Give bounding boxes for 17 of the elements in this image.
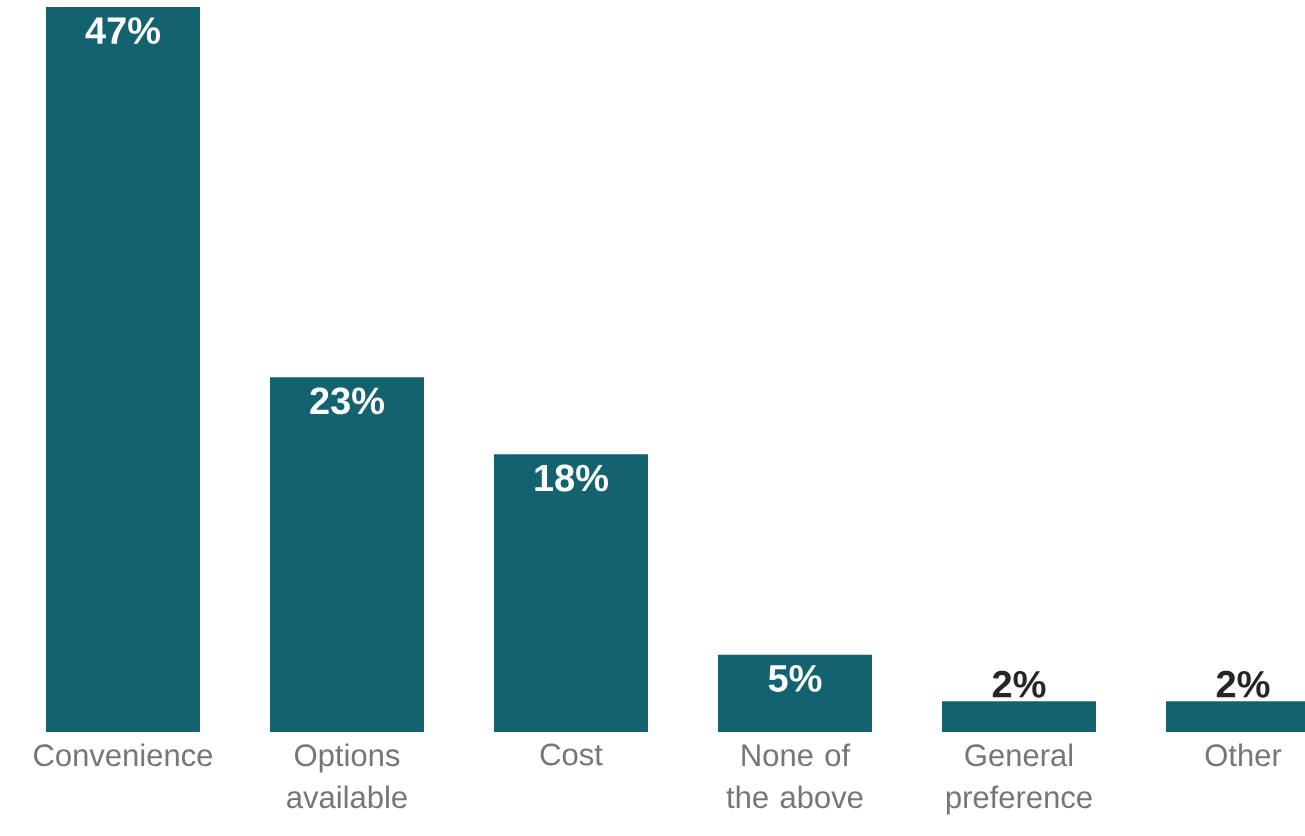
x-tick-label: Options available <box>287 743 407 809</box>
x-tick-label: General preference <box>946 743 1092 815</box>
bar <box>269 377 424 732</box>
data-label: 2% <box>1216 670 1270 698</box>
bar <box>45 7 200 732</box>
data-label: 23% <box>310 387 384 415</box>
data-label: 47% <box>85 17 160 44</box>
x-tick-label: None of the above <box>726 743 863 809</box>
bar <box>493 454 648 732</box>
data-label: 18% <box>535 464 608 492</box>
bar <box>717 654 872 732</box>
x-tick-label: Other <box>1205 743 1282 767</box>
bar <box>941 701 1096 732</box>
x-tick-label: Cost <box>540 743 603 766</box>
data-label: 2% <box>992 670 1046 698</box>
data-label: 5% <box>768 665 822 692</box>
x-tick-label: Convenience <box>34 743 213 767</box>
